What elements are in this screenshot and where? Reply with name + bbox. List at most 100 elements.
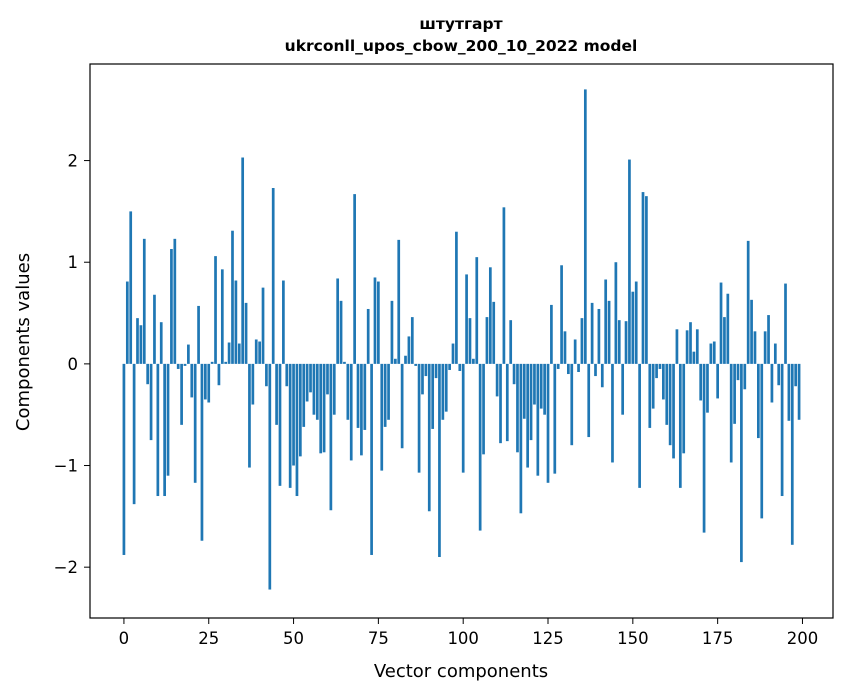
bar bbox=[275, 363, 278, 425]
bar bbox=[393, 358, 397, 364]
bar bbox=[482, 363, 485, 455]
bar bbox=[567, 363, 570, 375]
bar bbox=[672, 363, 675, 459]
bar bbox=[309, 363, 312, 393]
bar bbox=[197, 305, 200, 364]
bar bbox=[485, 317, 489, 364]
bar bbox=[628, 159, 631, 364]
bar bbox=[356, 363, 360, 428]
bar bbox=[163, 363, 166, 497]
bar bbox=[190, 363, 194, 398]
bar bbox=[529, 363, 533, 441]
bar bbox=[231, 230, 234, 364]
bar bbox=[678, 363, 682, 488]
bar bbox=[736, 363, 740, 381]
bar bbox=[407, 336, 411, 364]
bar bbox=[298, 363, 302, 457]
bar bbox=[570, 363, 574, 446]
bar bbox=[339, 300, 343, 364]
x-tick-label: 75 bbox=[368, 629, 389, 648]
x-tick-label: 0 bbox=[119, 629, 130, 648]
bar bbox=[207, 363, 211, 403]
x-tick-label: 50 bbox=[283, 629, 304, 648]
bar bbox=[505, 363, 509, 442]
bar bbox=[750, 299, 753, 364]
bar bbox=[706, 363, 709, 413]
bar bbox=[719, 282, 723, 364]
bar bbox=[699, 363, 703, 401]
x-axis-label: Vector components bbox=[374, 661, 548, 682]
x-axis-ticks: 0 25 50 75 100 125 150 175 200 bbox=[119, 618, 819, 648]
bar bbox=[227, 342, 231, 364]
bar bbox=[563, 331, 567, 364]
y-tick-label: 1 bbox=[68, 253, 79, 272]
bar bbox=[634, 281, 638, 364]
x-tick-label: 200 bbox=[787, 629, 819, 648]
bar bbox=[288, 363, 292, 488]
bar bbox=[638, 363, 641, 488]
bar bbox=[377, 281, 380, 364]
bar bbox=[556, 363, 560, 369]
bar bbox=[383, 363, 387, 427]
bar bbox=[682, 363, 686, 454]
bar bbox=[692, 351, 696, 364]
bar bbox=[455, 231, 458, 364]
x-tick-label: 175 bbox=[702, 629, 734, 648]
bar bbox=[278, 363, 282, 486]
bar bbox=[597, 308, 601, 364]
bar bbox=[651, 363, 655, 409]
bar bbox=[268, 363, 272, 590]
bar bbox=[526, 363, 530, 468]
bar bbox=[200, 363, 204, 541]
bar bbox=[685, 330, 689, 364]
y-tick-label: 0 bbox=[68, 355, 79, 374]
bar bbox=[153, 294, 156, 364]
bar bbox=[740, 363, 743, 563]
bar bbox=[315, 363, 319, 420]
bar bbox=[733, 363, 736, 424]
bar bbox=[546, 363, 550, 483]
bar bbox=[763, 331, 767, 364]
bar bbox=[360, 363, 363, 456]
bar bbox=[522, 363, 526, 419]
bar bbox=[156, 363, 160, 497]
bar bbox=[583, 89, 587, 364]
plot-frame bbox=[89, 63, 834, 619]
bar bbox=[302, 363, 306, 427]
bar bbox=[472, 358, 475, 364]
bar bbox=[587, 363, 591, 438]
bar bbox=[149, 363, 153, 441]
bar bbox=[170, 249, 173, 364]
bar bbox=[580, 318, 584, 364]
chart-title-line2: ukrconll_upos_cbow_200_10_2022 model bbox=[285, 37, 638, 55]
chart-title-line1: штутгарт bbox=[419, 15, 502, 33]
bar bbox=[624, 321, 628, 364]
bar bbox=[645, 196, 648, 364]
bar bbox=[614, 262, 618, 364]
bar bbox=[604, 279, 608, 364]
bar bbox=[536, 363, 540, 476]
bar bbox=[397, 239, 401, 364]
bar bbox=[641, 192, 645, 364]
bar bbox=[797, 363, 801, 420]
bar bbox=[746, 240, 750, 364]
bar bbox=[349, 363, 353, 461]
bar bbox=[516, 363, 519, 453]
bar bbox=[777, 363, 781, 386]
x-tick-label: 25 bbox=[198, 629, 219, 648]
bar bbox=[794, 363, 798, 387]
bar bbox=[444, 363, 448, 412]
bar bbox=[499, 363, 502, 444]
bar bbox=[248, 363, 251, 468]
bar bbox=[234, 280, 238, 364]
bar bbox=[533, 363, 536, 405]
bar bbox=[787, 363, 791, 421]
bar bbox=[251, 363, 255, 405]
bar bbox=[125, 281, 129, 364]
bar bbox=[495, 363, 499, 397]
bar bbox=[695, 329, 699, 364]
bar bbox=[136, 318, 139, 364]
bar bbox=[146, 363, 150, 385]
bar bbox=[648, 363, 652, 428]
bar bbox=[577, 363, 580, 372]
